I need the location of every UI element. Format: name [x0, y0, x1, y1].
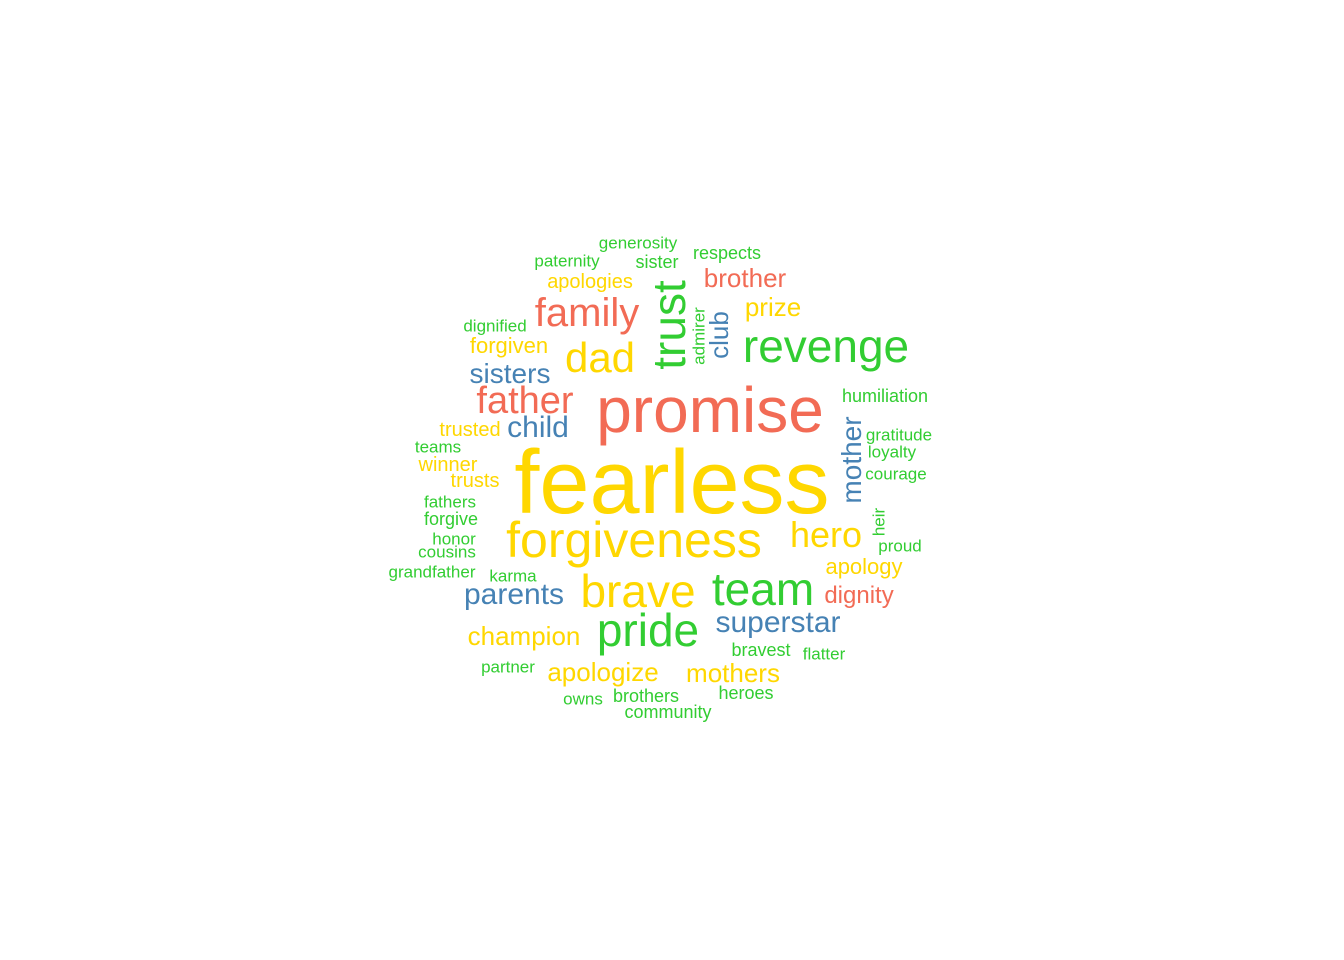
word-family: family — [534, 291, 640, 335]
word-bravest: bravest — [731, 640, 791, 660]
word-cousins: cousins — [418, 542, 476, 562]
word-dignified: dignified — [463, 316, 527, 336]
word-gratitude: gratitude — [865, 425, 933, 445]
word-respects: respects — [692, 243, 762, 263]
word-forgiveness: forgiveness — [506, 512, 762, 568]
word-champion: champion — [467, 621, 581, 651]
word-teams: teams — [414, 437, 462, 457]
word-prize: prize — [744, 292, 802, 322]
word-mother: mother — [836, 416, 867, 504]
word-karma: karma — [489, 566, 537, 586]
word-forgive: forgive — [423, 509, 479, 529]
word-forgiven: forgiven — [469, 333, 549, 358]
word-paternity: paternity — [534, 251, 600, 271]
word-child: child — [507, 411, 569, 444]
word-generosity: generosity — [598, 233, 678, 253]
word-sister: sister — [635, 252, 679, 272]
word-team: team — [711, 563, 815, 615]
word-community: community — [624, 702, 712, 722]
word-heroes: heroes — [718, 683, 774, 703]
word-dignity: dignity — [824, 582, 894, 609]
word-apologize: apologize — [547, 657, 659, 687]
word-fearless: fearless — [514, 433, 830, 533]
word-proud: proud — [878, 536, 922, 556]
word-dad: dad — [564, 334, 636, 381]
word-club: club — [704, 311, 734, 359]
word-brave: brave — [580, 565, 696, 617]
word-admirer: admirer — [689, 307, 709, 365]
word-trusted: trusted — [439, 419, 501, 441]
word-trust: trust — [643, 280, 695, 370]
word-honor: honor — [432, 529, 476, 549]
word-brothers: brothers — [612, 686, 680, 706]
word-pride: pride — [596, 604, 700, 656]
word-loyalty: loyalty — [867, 442, 917, 462]
word-fathers: fathers — [424, 492, 476, 512]
word-mothers: mothers — [686, 658, 780, 688]
word-owns: owns — [563, 689, 603, 709]
word-revenge: revenge — [742, 320, 910, 372]
word-parents: parents — [463, 578, 565, 611]
word-courage: courage — [865, 464, 927, 484]
word-heir: heir — [869, 507, 889, 537]
word-partner: partner — [481, 657, 535, 677]
word-promise: promise — [596, 374, 824, 446]
word-hero: hero — [789, 514, 863, 555]
word-flatter: flatter — [802, 644, 846, 664]
word-humiliation: humiliation — [841, 386, 929, 406]
word-apologies: apologies — [547, 271, 633, 293]
word-winner: winner — [418, 454, 478, 476]
word-superstar: superstar — [715, 606, 841, 639]
word-grandfather: grandfather — [388, 562, 476, 582]
word-sisters: sisters — [469, 358, 551, 389]
word-brother: brother — [703, 263, 787, 293]
word-father: father — [476, 380, 574, 422]
word-apology: apology — [825, 554, 903, 579]
word-trusts: trusts — [450, 470, 500, 492]
